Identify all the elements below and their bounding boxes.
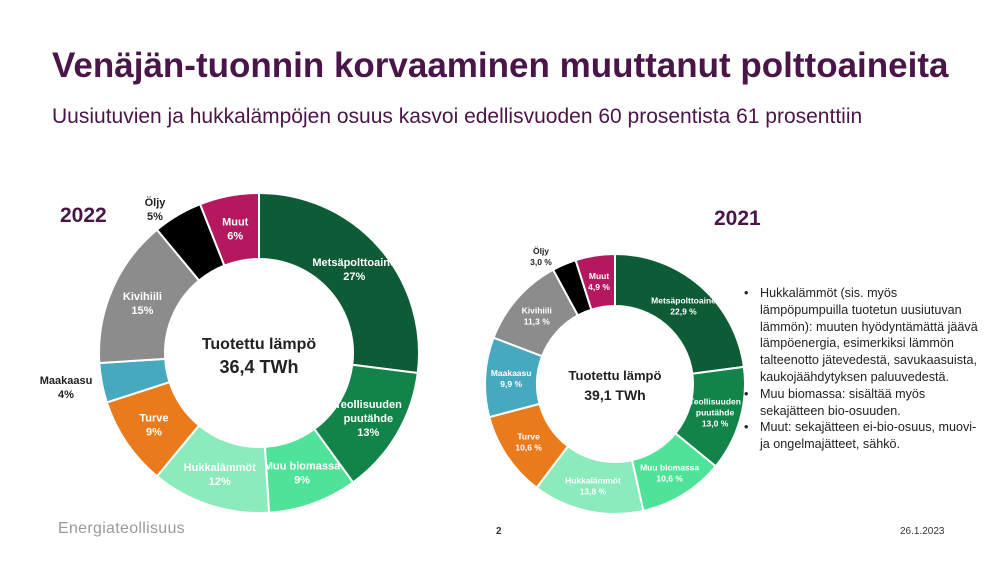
slice-value-2022-maakaasu: 4% <box>58 389 74 401</box>
slice-value-2021-hukkalammot: 13,8 % <box>580 486 607 496</box>
slice-label-2022-kivihiili: Kivihiili 15% <box>123 291 162 317</box>
slice-name-2022-oljy: Öljy <box>145 196 167 209</box>
slice-name-2022-teollisuuden-puutahde-0: Teollisuuden <box>335 399 402 411</box>
slice-2021-muut <box>574 252 616 311</box>
slice-label-2022-metsapolttoaine: Metsäpolttoaine 27% <box>312 257 396 283</box>
slice-name-2021-kivihiili: Kivihiili <box>522 305 552 315</box>
slice-name-2022-turve: Turve <box>139 413 168 425</box>
slice-name-2021-hukkalammot: Hukkalämmöt <box>565 475 621 485</box>
slice-name-2022-teollisuuden-puutahde-1: puutähde <box>344 413 394 425</box>
slice-value-2021-oljy: 3,0 % <box>530 257 552 267</box>
slice-label-2022-oljy: Öljy 5% <box>145 196 167 223</box>
slice-value-2021-muu-biomassa: 10,6 % <box>656 473 683 483</box>
slice-name-2022-metsapolttoaine: Metsäpolttoaine <box>312 257 396 269</box>
page-subtitle: Uusiutuvien ja hukkalämpöjen osuus kasvo… <box>52 105 863 128</box>
slice-value-2021-maakaasu: 9,9 % <box>500 379 522 389</box>
slice-name-2021-teollisuuden-puutahde-0: Teollisuuden <box>689 397 741 407</box>
page-title: Venäjän-tuonnin korvaaminen muuttanut po… <box>52 46 949 85</box>
slice-name-2021-turve: Turve <box>517 432 540 442</box>
slice-value-2022-oljy: 5% <box>147 211 163 223</box>
slice-name-2022-kivihiili: Kivihiili <box>123 291 162 303</box>
slice-name-2022-muu-biomassa: Muu biomassa <box>264 461 341 473</box>
slice-label-2022-turve: Turve 9% <box>139 413 168 439</box>
slice-label-2022-teollisuuden-puutahde: Teollisuuden puutähde 13% <box>335 399 402 439</box>
slice-name-2022-muut: Muut <box>222 216 249 228</box>
slice-name-2021-muu-biomassa: Muu biomassa <box>640 462 699 472</box>
center-value-2021: 39,1 TWh <box>584 387 645 403</box>
year-label-2021: 2021 <box>714 207 761 230</box>
slice-value-2022-hukkalammot: 12% <box>209 476 231 488</box>
page-number: 2 <box>496 526 502 537</box>
center-value-2022: 36,4 TWh <box>219 357 298 377</box>
slice-value-2022-turve: 9% <box>146 427 162 439</box>
slice-value-2021-muut: 4,9 % <box>588 282 610 292</box>
definitions-list: Hukkalämmöt (sis. myös lämpöpumpuilla tu… <box>742 285 982 453</box>
slice-name-2022-hukkalammot: Hukkalämmöt <box>184 462 256 474</box>
slice-value-2021-teollisuuden-puutahde: 13,0 % <box>702 419 729 429</box>
slice-value-2022-muut: 6% <box>227 230 243 242</box>
slice-label-2022-maakaasu: Maakaasu 4% <box>40 375 93 401</box>
slice-name-2021-metsapolttoaine: Metsäpolttoaine <box>651 296 716 306</box>
year-label-2022: 2022 <box>60 204 107 227</box>
slice-label-2022-muut: Muut 6% <box>222 216 249 242</box>
slice-name-2022-maakaasu: Maakaasu <box>40 375 93 387</box>
slice-value-2021-metsapolttoaine: 22,9 % <box>670 307 697 317</box>
slice-2022-metsapolttoaine <box>258 191 420 375</box>
slice-value-2022-metsapolttoaine: 27% <box>343 271 365 283</box>
note-hukkalammot: Hukkalämmöt (sis. myös lämpöpumpuilla tu… <box>742 285 982 386</box>
slice-name-2021-oljy: Öljy <box>533 246 549 256</box>
slide-date: 26.1.2023 <box>900 526 945 537</box>
energiateollisuus-logo: Energiateollisuus <box>58 520 185 537</box>
note-muu-biomassa: Muu biomassa: sisältää myös sekajätteen … <box>742 386 982 420</box>
slice-value-2021-turve: 10,6 % <box>515 443 542 453</box>
center-label-2021: Tuotettu lämpö <box>569 368 662 383</box>
slice-value-2022-muu-biomassa: 9% <box>294 475 310 487</box>
slice-value-2021-kivihiili: 11,3 % <box>524 316 550 326</box>
slice-value-2022-teollisuuden-puutahde: 13% <box>357 427 379 439</box>
center-label-2022: Tuotettu lämpö <box>202 336 317 353</box>
slice-name-2021-maakaasu: Maakaasu <box>491 368 532 378</box>
slice-name-2021-muut: Muut <box>589 271 609 281</box>
slice-label-2022-muu-biomassa: Muu biomassa 9% <box>264 461 341 487</box>
slice-name-2021-teollisuuden-puutahde-1: puutähde <box>696 408 735 418</box>
slice-label-2022-hukkalammot: Hukkalämmöt 12% <box>184 462 256 488</box>
slice-value-2022-kivihiili: 15% <box>131 305 153 317</box>
slice-2022-muut <box>198 191 260 267</box>
note-muut: Muut: sekajätteen ei-bio-osuus, muovi- j… <box>742 419 982 453</box>
